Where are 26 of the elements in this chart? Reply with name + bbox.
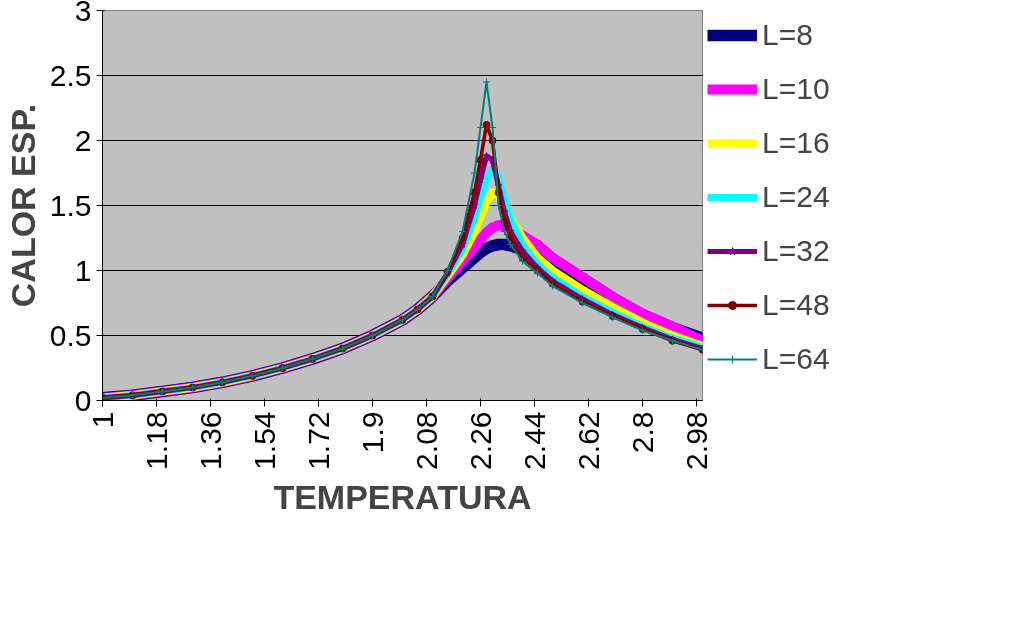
x-tick-label: 1.54 — [247, 411, 281, 470]
legend-label: L=16 — [762, 125, 831, 161]
y-tick-label: 1.5 — [49, 188, 92, 222]
legend-label: L=32 — [762, 233, 831, 269]
legend-label: L=24 — [762, 179, 831, 215]
x-tick-label: 1.9 — [355, 411, 389, 454]
x-tick-label: 2.8 — [625, 411, 659, 454]
y-tick-label: 2 — [74, 123, 92, 157]
legend-label: L=10 — [762, 71, 831, 107]
y-tick-label: 0.5 — [49, 318, 92, 352]
legend-label: L=64 — [762, 341, 831, 377]
x-tick-label: 2.26 — [463, 411, 497, 470]
y-axis-title: CALOR ESP. — [3, 103, 42, 308]
legend-label: L=48 — [762, 287, 831, 323]
x-axis-title: TEMPERATURA — [273, 477, 532, 516]
y-tick-label: 2.5 — [49, 58, 92, 92]
x-tick-label: 2.44 — [517, 411, 551, 470]
x-tick-label: 1.36 — [193, 411, 227, 470]
x-tick-label: 2.62 — [571, 411, 605, 470]
y-tick-label: 1 — [74, 253, 92, 287]
x-tick-label: 2.08 — [409, 411, 443, 470]
x-tick-label: 2.98 — [679, 411, 713, 470]
y-tick-label: 3 — [74, 0, 92, 27]
x-tick-label: 1.72 — [301, 411, 335, 470]
legend-label: L=8 — [762, 17, 814, 53]
x-tick-label: 1.18 — [139, 411, 173, 470]
